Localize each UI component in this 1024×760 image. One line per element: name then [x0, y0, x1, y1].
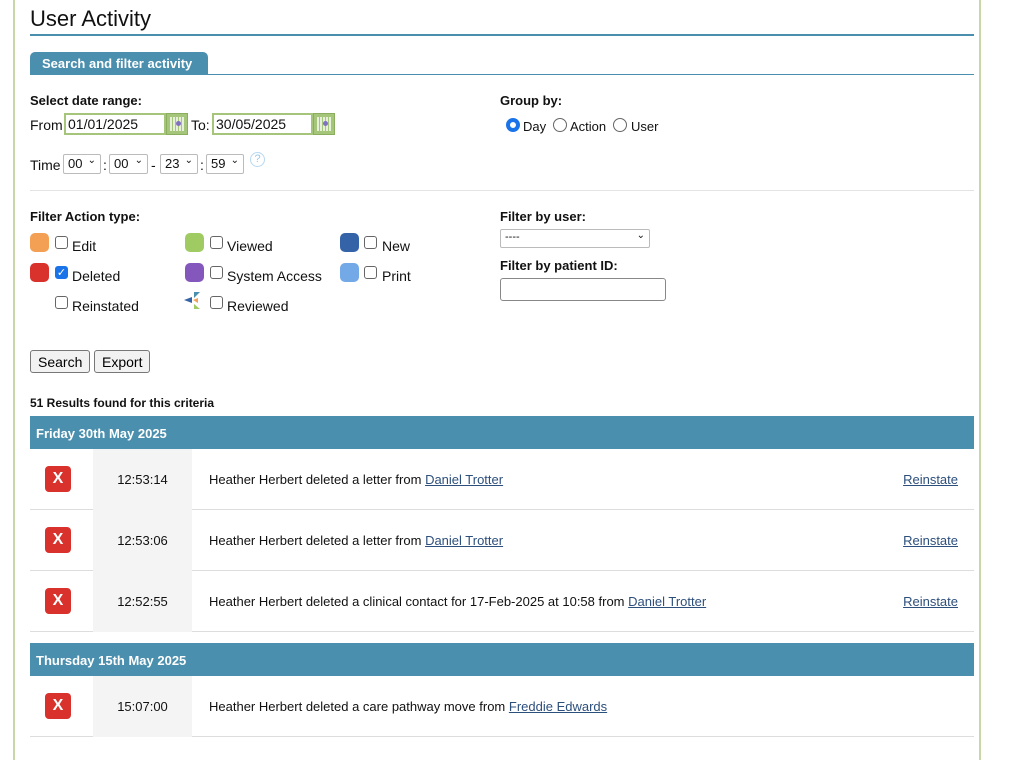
group-by-action-radio[interactable] — [553, 118, 567, 132]
patient-link[interactable]: Freddie Edwards — [508, 699, 608, 714]
chevron-down-icon: ⌄ — [134, 155, 143, 166]
viewed-label: Viewed — [227, 238, 273, 254]
reinstate-link[interactable]: Reinstate — [903, 533, 958, 548]
calendar-icon[interactable] — [166, 113, 188, 135]
filter-user-label: Filter by user: — [500, 209, 586, 224]
patient-link[interactable]: Daniel Trotter — [628, 594, 707, 609]
deleted-checkbox[interactable]: ✓ — [55, 266, 68, 279]
group-by-day-radio[interactable] — [506, 118, 520, 132]
system-access-label: System Access — [227, 268, 322, 284]
calendar-icon[interactable] — [313, 113, 335, 135]
end-minute-select[interactable]: 59 ⌄ — [206, 154, 244, 174]
deleted-icon: X — [45, 527, 71, 553]
help-icon[interactable]: ? — [250, 152, 265, 167]
group-by-label: Group by: — [500, 93, 563, 108]
dash: - — [151, 157, 156, 173]
start-minute-select[interactable]: 00 ⌄ — [109, 154, 148, 174]
filter-patient-label: Filter by patient ID: — [500, 258, 618, 273]
group-by-action-label: Action — [570, 119, 607, 134]
reinstated-checkbox[interactable] — [55, 296, 68, 309]
tab-search-filter[interactable]: Search and filter activity — [30, 52, 208, 75]
patient-id-input[interactable] — [500, 278, 666, 301]
value: 00 — [68, 156, 83, 171]
viewed-checkbox[interactable] — [210, 236, 223, 249]
filter-user-select[interactable]: ---- ⌄ — [500, 229, 650, 248]
activity-time: 12:53:06 — [93, 510, 192, 571]
deleted-icon: X — [45, 466, 71, 492]
action-type-label: Filter Action type: — [30, 209, 141, 224]
time-label: Time — [30, 157, 61, 173]
print-label: Print — [382, 268, 411, 284]
day-group-header: Thursday 15th May 2025 — [30, 643, 974, 676]
date-range-label: Select date range: — [30, 93, 142, 108]
to-date-input[interactable]: 30/05/2025 — [212, 113, 313, 135]
activity-row: X 12:53:14 Heather Herbert deleted a lette… — [30, 449, 974, 510]
activity-row: X 12:53:06 Heather Herbert deleted a lette… — [30, 510, 974, 571]
activity-text: Heather Herbert deleted a letter from — [209, 472, 426, 487]
group-by-day-label: Day — [523, 119, 547, 134]
activity-text: Heather Herbert deleted a letter from — [209, 533, 426, 548]
results-count: 51 Results found for this criteria — [30, 396, 215, 410]
page-title: User Activity — [30, 6, 152, 31]
reviewed-icon — [184, 292, 200, 309]
new-color-swatch — [340, 233, 359, 252]
value: 59 — [211, 156, 226, 171]
patient-link[interactable]: Daniel Trotter — [425, 472, 504, 487]
page-frame — [13, 0, 981, 760]
start-hour-select[interactable]: 00 ⌄ — [63, 154, 101, 174]
to-label: To: — [191, 117, 210, 133]
print-color-swatch — [340, 263, 359, 282]
system-access-checkbox[interactable] — [210, 266, 223, 279]
export-button[interactable]: Export — [94, 350, 151, 373]
activity-description: Heather Herbert deleted a letter from Da… — [209, 533, 503, 548]
new-label: New — [382, 238, 411, 254]
reinstate-link[interactable]: Reinstate — [903, 594, 958, 609]
activity-row: X 12:52:55 Heather Herbert deleted a clini… — [30, 571, 974, 632]
viewed-color-swatch — [185, 233, 204, 252]
group-by-user-label: User — [631, 119, 659, 134]
activity-description: Heather Herbert deleted a letter from Da… — [209, 472, 503, 487]
value: 00 — [114, 156, 129, 171]
reviewed-checkbox[interactable] — [210, 296, 223, 309]
activity-text: Heather Herbert deleted a clinical conta… — [209, 594, 629, 609]
end-hour-select[interactable]: 23 ⌄ — [160, 154, 198, 174]
edit-color-swatch — [30, 233, 49, 252]
reinstated-label: Reinstated — [72, 298, 139, 314]
from-date-input[interactable]: 01/01/2025 — [64, 113, 166, 135]
deleted-icon: X — [45, 588, 71, 614]
new-checkbox[interactable] — [364, 236, 377, 249]
activity-time: 12:53:14 — [93, 449, 192, 510]
activity-description: Heather Herbert deleted a clinical conta… — [209, 594, 706, 609]
group-by-user-radio[interactable] — [613, 118, 627, 132]
colon: : — [103, 157, 107, 173]
title-divider — [30, 34, 974, 36]
patient-link[interactable]: Daniel Trotter — [425, 533, 504, 548]
from-label: From — [30, 117, 63, 133]
activity-row: X 15:07:00 Heather Herbert deleted a care … — [30, 676, 974, 737]
activity-text: Heather Herbert deleted a care pathway m… — [209, 699, 509, 714]
deleted-label: Deleted — [72, 268, 121, 284]
activity-time: 15:07:00 — [93, 676, 192, 737]
edit-checkbox[interactable] — [55, 236, 68, 249]
value: 23 — [165, 156, 180, 171]
tab-divider — [30, 74, 974, 75]
activity-time: 12:52:55 — [93, 571, 192, 632]
reinstate-link[interactable]: Reinstate — [903, 472, 958, 487]
deleted-icon: X — [45, 693, 71, 719]
chevron-down-icon: ⌄ — [636, 230, 645, 241]
activity-description: Heather Herbert deleted a care pathway m… — [209, 699, 607, 714]
print-checkbox[interactable] — [364, 266, 377, 279]
chevron-down-icon: ⌄ — [184, 155, 193, 166]
deleted-color-swatch — [30, 263, 49, 282]
colon: : — [200, 157, 204, 173]
reviewed-label: Reviewed — [227, 298, 289, 314]
search-button[interactable]: Search — [30, 350, 91, 373]
edit-label: Edit — [72, 238, 97, 254]
chevron-down-icon: ⌄ — [230, 155, 239, 166]
day-group-header: Friday 30th May 2025 — [30, 416, 974, 449]
value: ---- — [505, 231, 520, 243]
section-divider — [30, 190, 974, 191]
system-access-color-swatch — [185, 263, 204, 282]
chevron-down-icon: ⌄ — [87, 155, 96, 166]
